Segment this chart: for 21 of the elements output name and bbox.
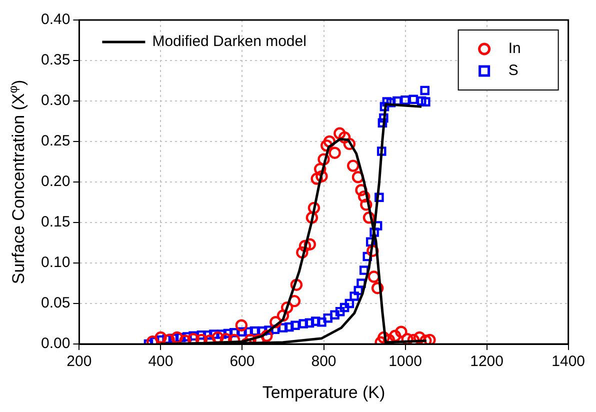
y-tick-label: 0.00 <box>40 335 70 352</box>
legend-label: In <box>508 40 521 58</box>
y-tick-label: 0.30 <box>40 92 70 110</box>
x-tick-label: 1400 <box>552 353 586 370</box>
y-tick-label: 0.25 <box>40 132 70 150</box>
y-tick-label: 0.35 <box>40 52 70 69</box>
y-tick-label: 0.15 <box>40 214 70 231</box>
legend-label: Modified Darken model <box>152 33 306 50</box>
y-tick-label: 0.40 <box>40 11 70 28</box>
x-tick-label: 1200 <box>470 353 504 370</box>
y-tick-label: 0.10 <box>40 254 70 272</box>
y-axis-title: Surface Concentration (Xφ) <box>6 80 28 284</box>
x-tick-label: 600 <box>230 353 255 370</box>
y-tick-label: 0.20 <box>40 173 70 190</box>
y-tick-label: 0.05 <box>40 294 70 312</box>
x-axis-title: Temperature (K) <box>262 383 386 402</box>
x-tick-label: 200 <box>66 353 92 370</box>
x-tick-label: 1000 <box>388 353 422 370</box>
x-tick-label: 800 <box>311 353 336 370</box>
legend-label: S <box>508 62 518 80</box>
x-tick-label: 400 <box>148 353 174 370</box>
